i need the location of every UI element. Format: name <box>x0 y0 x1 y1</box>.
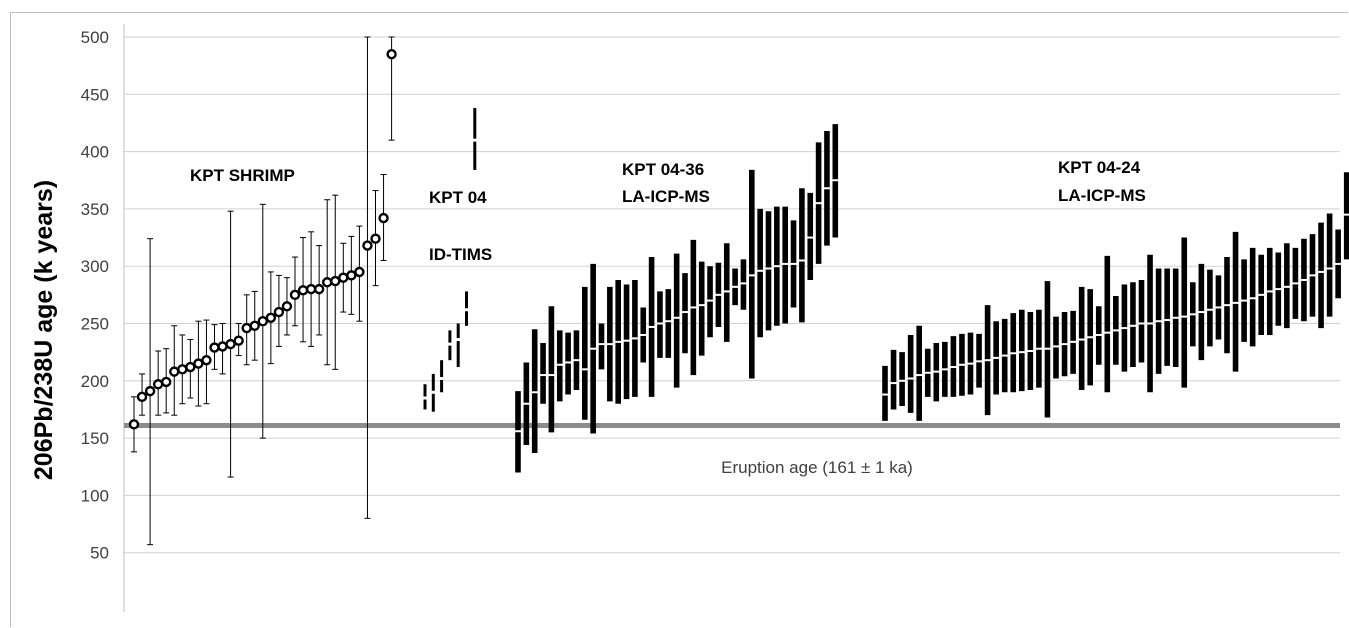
y-tick-label: 150 <box>81 429 109 448</box>
data-point <box>152 379 164 390</box>
data-point <box>136 391 148 403</box>
data-point <box>249 320 260 331</box>
data-point <box>177 364 188 375</box>
data-point <box>338 272 349 283</box>
y-tick-label: 50 <box>90 544 109 563</box>
y-tick-label: 100 <box>81 486 109 505</box>
data-point <box>378 212 389 224</box>
data-point <box>289 289 301 301</box>
data-point <box>362 240 373 251</box>
group-labels: KPT SHRIMP KPT 04 ID-TIMS KPT 04-36 LA-ICP-M… <box>190 158 1146 264</box>
data-point <box>322 277 333 288</box>
data-point <box>209 342 220 353</box>
group-label: KPT SHRIMP <box>190 166 295 185</box>
group-label: LA-ICP-MS <box>622 187 710 206</box>
data-point <box>354 266 365 278</box>
gridlines <box>123 24 1340 612</box>
data-point <box>281 301 293 312</box>
y-tick-label: 350 <box>81 200 109 219</box>
data-point <box>305 283 317 295</box>
data-point <box>386 48 397 60</box>
data-point <box>225 338 236 350</box>
data-point <box>201 354 212 366</box>
data-point <box>370 233 381 244</box>
data-point <box>313 283 325 295</box>
y-tick-label: 300 <box>81 257 109 276</box>
group-label: KPT 04 <box>429 188 487 207</box>
data-point <box>241 322 252 334</box>
data-marks <box>128 36 1349 546</box>
group-label: KPT 04-24 <box>1058 158 1141 177</box>
data-point <box>144 385 156 397</box>
data-point <box>265 312 277 323</box>
data-point <box>330 275 341 287</box>
eruption-age-line-group: Eruption age (161 ± 1 ka) <box>124 422 1340 477</box>
y-tick-label: 400 <box>81 143 109 162</box>
y-tick-label: 500 <box>81 28 109 47</box>
group-label: ID-TIMS <box>429 245 492 264</box>
y-tick-labels: 50 100 150 200 250 300 350 400 450 500 <box>81 28 109 563</box>
group-label: LA-ICP-MS <box>1058 186 1146 205</box>
data-point <box>257 316 268 327</box>
data-point <box>169 366 180 377</box>
eruption-age-label: Eruption age (161 ± 1 ka) <box>721 458 913 477</box>
data-point <box>233 335 244 346</box>
data-point <box>217 341 228 352</box>
data-point <box>297 285 309 296</box>
data-point <box>273 306 285 318</box>
y-tick-label: 250 <box>81 315 109 334</box>
y-tick-label: 450 <box>81 85 109 104</box>
data-point <box>346 270 357 281</box>
data-point <box>160 376 172 388</box>
data-point <box>128 419 140 430</box>
y-axis-label: 206Pb/238U age (k years) <box>30 180 58 480</box>
data-point <box>185 361 196 373</box>
y-tick-label: 200 <box>81 372 109 391</box>
data-point <box>193 358 204 369</box>
group-label: KPT 04-36 <box>622 160 704 179</box>
